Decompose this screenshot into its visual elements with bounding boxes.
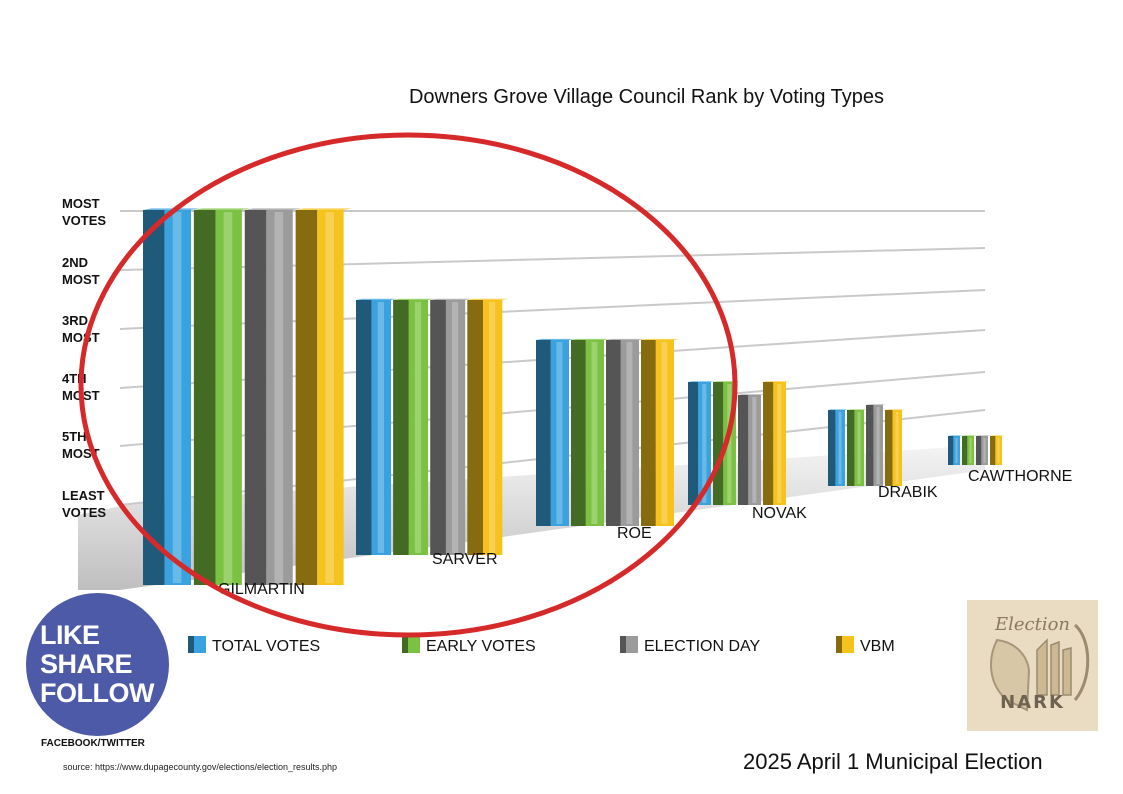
bar-cawthorne-total-votes <box>948 435 963 465</box>
badge-line-share: SHARE <box>40 649 133 679</box>
y-tick-label: MOST <box>62 196 100 211</box>
x-tick-label: SARVER <box>432 551 498 568</box>
y-tick-label: 2ND <box>62 255 88 270</box>
legend-item-vbm: VBM <box>836 636 895 655</box>
election-nark-logo: Election NARK <box>967 600 1098 731</box>
bar-cawthorne-election-day <box>976 435 991 465</box>
legend-label: EARLY VOTES <box>426 638 536 655</box>
bar-gilmartin-vbm <box>295 208 353 585</box>
social-badge[interactable]: LIKE SHARE FOLLOW <box>26 593 169 736</box>
x-tick-label: GILMARTIN <box>218 581 305 598</box>
bar-sarver-early-votes <box>393 298 435 555</box>
x-tick-label: NOVAK <box>752 505 807 522</box>
y-tick-label: 3RD <box>62 313 88 328</box>
social-caption: FACEBOOK/TWITTER <box>41 738 145 749</box>
legend-item-election-day: ELECTION DAY <box>620 636 761 655</box>
bar-sarver-election-day <box>430 298 472 555</box>
bar-gilmartin-election-day <box>244 208 302 585</box>
bar-drabik-early-votes <box>847 409 867 486</box>
bar-roe-early-votes <box>571 338 610 526</box>
y-tick-label: MOST <box>62 330 100 345</box>
bar-sarver-total-votes <box>356 298 398 555</box>
badge-line-like: LIKE <box>40 620 100 650</box>
bar-sarver-vbm <box>467 298 509 555</box>
y-tick-label: VOTES <box>62 213 106 228</box>
legend-label: VBM <box>860 638 895 655</box>
badge-line-follow: FOLLOW <box>40 678 154 708</box>
y-tick-label: 5TH <box>62 429 87 444</box>
y-tick-label: LEAST <box>62 488 105 503</box>
logo-text-bottom: NARK <box>1000 692 1065 713</box>
bar-novak-vbm <box>763 381 791 505</box>
bar-gilmartin-total-votes <box>143 208 200 585</box>
x-tick-label: DRABIK <box>878 484 938 501</box>
legend-label: TOTAL VOTES <box>212 638 320 655</box>
chart-title: Downers Grove Village Council Rank by Vo… <box>408 86 885 108</box>
bar-drabik-vbm <box>885 409 905 486</box>
bar-roe-total-votes <box>536 338 575 526</box>
x-tick-label: CAWTHORNE <box>968 468 1072 485</box>
bar-drabik-election-day <box>866 404 886 486</box>
footer-caption: 2025 April 1 Municipal Election <box>743 749 1043 774</box>
legend-item-early-votes: EARLY VOTES <box>402 636 536 655</box>
legend-item-total-votes: TOTAL VOTES <box>188 636 320 655</box>
bar-drabik-total-votes <box>828 409 848 486</box>
bar-novak-total-votes <box>688 381 716 505</box>
x-tick-label: ROE <box>617 525 652 542</box>
bar-cawthorne-early-votes <box>962 435 977 465</box>
highlight-ellipse <box>78 132 738 638</box>
logo-art-icon <box>967 600 1098 731</box>
source-note: source: https://www.dupagecounty.gov/ele… <box>63 762 337 772</box>
bar-novak-election-day <box>738 394 766 505</box>
y-tick-label: MOST <box>62 272 100 287</box>
bar-roe-election-day <box>606 338 645 526</box>
y-tick-label: VOTES <box>62 505 106 520</box>
bar-cawthorne-vbm <box>990 435 1005 465</box>
bar-roe-vbm <box>641 338 680 526</box>
legend-label: ELECTION DAY <box>644 638 761 655</box>
bar-gilmartin-early-votes <box>193 208 251 585</box>
logo-text-top: Election <box>994 614 1071 635</box>
